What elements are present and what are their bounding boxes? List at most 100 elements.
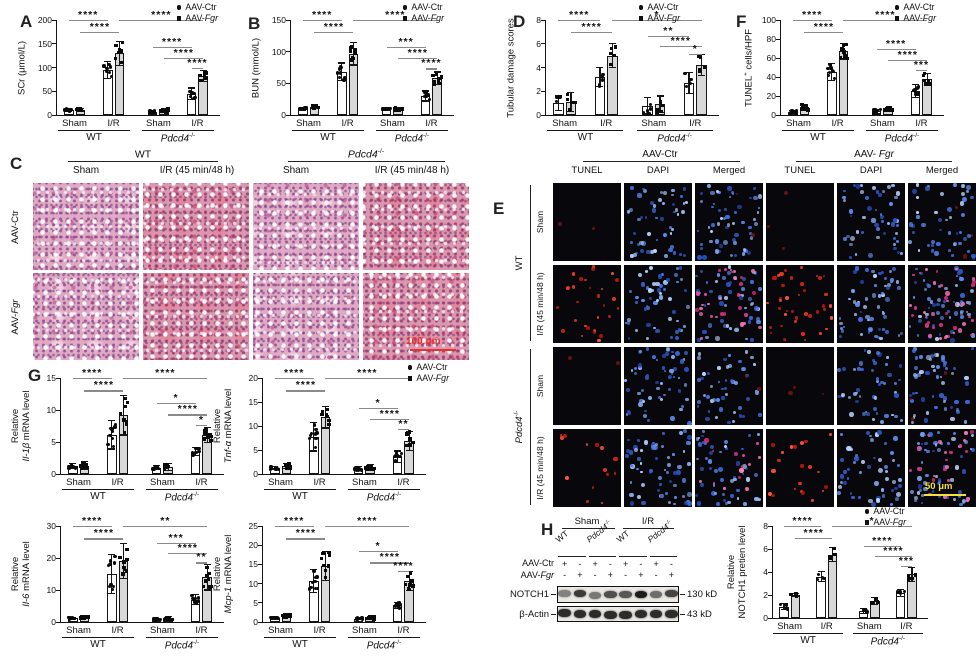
data-point-square (609, 46, 614, 51)
nucleus-dot (916, 211, 920, 214)
nucleus-dot (682, 253, 687, 258)
nucleus-dot (647, 418, 651, 423)
nucleus-dot (923, 279, 926, 282)
label-segment: Il-6 (20, 593, 32, 607)
nucleus-dot (726, 324, 730, 328)
y-axis-label: Relative Il-6 mRNA level (10, 522, 33, 626)
error-cap-top (608, 43, 616, 45)
error-bar (874, 597, 876, 605)
significance-line (325, 378, 410, 380)
nucleus-dot (939, 375, 943, 379)
genotype-text: WT (577, 132, 594, 143)
nucleus-dot (860, 190, 865, 194)
error-cap-bottom (192, 454, 200, 457)
apoptotic-dot (932, 474, 936, 477)
c-scale-bar-label: 100 μm (406, 336, 441, 347)
significance-line (784, 526, 822, 528)
apoptotic-dot (757, 387, 761, 391)
significance-line (195, 562, 208, 564)
h-blot-header-ir: I/R (641, 516, 655, 527)
significance-line (425, 68, 438, 70)
nucleus-dot (839, 335, 843, 339)
nucleus-dot (627, 337, 631, 340)
apoptotic-dot (911, 313, 915, 318)
data-point-circle (600, 75, 604, 79)
data-point-square (371, 615, 375, 620)
data-point-circle (65, 108, 69, 113)
data-point-square (435, 72, 439, 77)
legend: AAV-Ctr AAV-Fgr (402, 2, 444, 24)
fluorescence-image-tunel (553, 429, 621, 507)
nucleus-dot (714, 415, 718, 419)
legend-item-aav-ctr: AAV-Ctr (638, 2, 680, 13)
nucleus-dot (967, 301, 972, 305)
y-tick (286, 82, 290, 85)
panel-label-d: D (513, 12, 526, 31)
nucleus-dot (900, 252, 904, 256)
nucleus-dot (933, 353, 938, 358)
nucleus-dot (711, 223, 715, 227)
e-row-label-ir-2: I/R (45 min/48 h) (535, 436, 545, 500)
nucleus-dot (894, 414, 898, 419)
apoptotic-dot (699, 480, 702, 483)
nucleus-dot (738, 359, 742, 364)
apoptotic-dot (780, 324, 783, 328)
nucleus-dot (661, 353, 666, 359)
nucleus-dot (714, 239, 719, 244)
nucleus-dot (738, 414, 742, 418)
he-image-sham (253, 183, 359, 270)
apoptotic-dot (971, 279, 976, 284)
y-tick (258, 401, 262, 403)
apoptotic-dot (927, 433, 930, 437)
nucleus-dot (700, 246, 704, 250)
apoptotic-dot (592, 265, 596, 269)
apoptotic-dot (788, 390, 793, 396)
nucleus-dot (934, 405, 938, 409)
data-point-square (316, 105, 321, 110)
nucleus-dot (699, 199, 703, 204)
nucleus-dot (846, 234, 851, 239)
y-tick-label: 4 (763, 567, 768, 577)
error-cap-bottom (310, 450, 318, 452)
y-tick-label: 8 (536, 15, 541, 25)
data-point-circle (647, 111, 651, 115)
data-point-square (121, 572, 125, 576)
data-point-circle (195, 599, 199, 604)
apoptotic-dot (794, 319, 797, 323)
nucleus-dot (677, 377, 681, 380)
significance-stars: **** (187, 56, 208, 69)
apoptotic-dot (559, 434, 562, 437)
nucleus-dot (890, 183, 895, 188)
nucleus-dot (853, 312, 857, 316)
apoptotic-dot (970, 430, 975, 435)
data-point-square (411, 440, 415, 444)
nucleus-dot (639, 249, 645, 254)
nucleus-dot (674, 335, 679, 340)
nucleus-dot (966, 185, 971, 190)
data-point-circle (198, 446, 202, 450)
apoptotic-dot (815, 310, 819, 314)
apoptotic-dot (790, 310, 794, 313)
significance-line (274, 378, 314, 380)
error-cap-bottom (349, 64, 357, 66)
nucleus-dot (709, 399, 714, 404)
apoptotic-dot (593, 329, 596, 333)
nucleus-dot (931, 394, 935, 398)
nucleus-dot (855, 399, 859, 404)
nucleus-dot (687, 492, 692, 497)
genotype-underline (547, 130, 624, 132)
nucleus-dot (639, 461, 643, 465)
data-point-circle (601, 72, 605, 77)
nucleus-dot (880, 488, 885, 492)
nucleus-dot (909, 490, 914, 494)
data-point-square (565, 93, 570, 97)
data-point-square (913, 573, 918, 577)
label-segment: Il-1β (20, 442, 32, 462)
e-group-underline-ctr (583, 161, 740, 163)
nucleus-dot (899, 419, 903, 423)
significance-stars: **** (407, 47, 428, 59)
significance-stars: **** (284, 515, 305, 527)
x-tick-label: I/R (425, 118, 438, 129)
error-cap-bottom (685, 93, 693, 95)
apoptotic-dot (751, 233, 755, 237)
